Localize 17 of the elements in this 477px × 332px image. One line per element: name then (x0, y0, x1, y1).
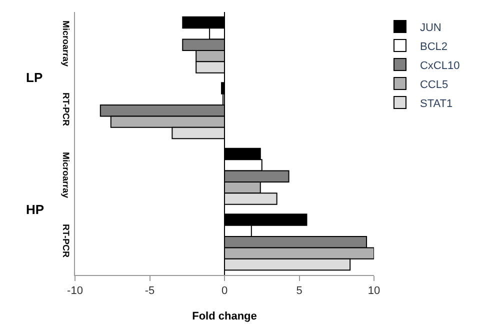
x-axis-title: Fold change (192, 310, 257, 322)
y-tick-label: RT-PCR (61, 92, 72, 127)
y-tick-label: Microarray (61, 20, 72, 67)
x-tick-label: -10 (67, 285, 83, 298)
x-tick-label: 0 (221, 285, 228, 298)
legend-label: JUN (420, 22, 442, 34)
x-tick-label: 10 (368, 285, 380, 298)
text: HP (26, 202, 44, 217)
legend-label: BCL2 (420, 40, 448, 53)
y-tick-label: Microarray (61, 152, 72, 198)
y-tick-label: RT-PCR (61, 224, 72, 258)
text: LP (26, 70, 43, 85)
x-tick-label: -5 (144, 285, 155, 298)
legend-label: STAT1 (420, 98, 453, 110)
legend-label: CxCL10 (420, 60, 460, 72)
x-tick-label: 5 (296, 285, 302, 298)
legend-label: CCL5 (420, 78, 448, 91)
